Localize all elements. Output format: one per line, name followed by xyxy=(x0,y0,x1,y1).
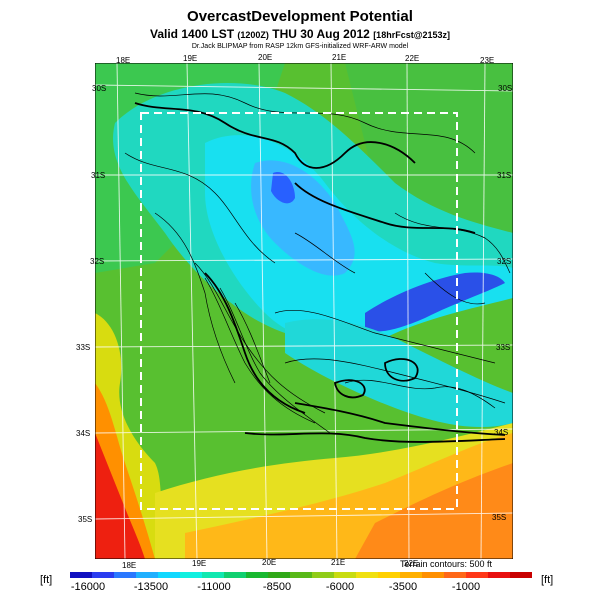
map-title: OvercastDevelopment Potential xyxy=(187,8,413,25)
lon-label-bottom: 22E xyxy=(404,559,419,568)
colorbar-swatch xyxy=(378,572,401,578)
colorbar-tick-label: -11000 xyxy=(197,581,231,593)
utc-time: (1200Z) xyxy=(237,30,269,40)
lon-label-top: 22E xyxy=(405,54,420,63)
lat-label-right: 31S xyxy=(497,171,512,180)
inner-domain-box xyxy=(140,112,458,510)
terrain-contour-note: Terrain contours: 500 ft xyxy=(400,559,493,569)
colorbar-swatch xyxy=(114,572,137,578)
lat-label-left: 31S xyxy=(91,171,106,180)
colorbar-swatch xyxy=(158,572,181,578)
field-blue-spot xyxy=(271,172,295,204)
colorbar-swatch xyxy=(246,572,269,578)
main-terrain-contours xyxy=(134,102,506,443)
lat-label-right: 35S xyxy=(492,513,507,522)
forecast-map xyxy=(95,63,513,559)
lat-label-right: 34S xyxy=(494,428,509,437)
colorbar-swatch xyxy=(224,572,247,578)
lat-label-right: 33S xyxy=(496,343,511,352)
field-blue-band xyxy=(365,272,505,332)
lat-label-right: 32S xyxy=(497,257,512,266)
colorbar-tick-label: -3500 xyxy=(388,581,418,593)
lon-label-top: 19E xyxy=(183,54,198,63)
graticule xyxy=(95,63,513,559)
colorbar-swatch xyxy=(202,572,225,578)
lon-label-top: 21E xyxy=(332,53,347,62)
lat-label-left: 34S xyxy=(76,429,91,438)
colorbar-tick-label: -1000 xyxy=(451,581,481,593)
colorbar-swatch xyxy=(180,572,203,578)
valid-time-line: Valid 1400 LST (1200Z) THU 30 Aug 2012 [… xyxy=(0,27,600,41)
colorbar-swatch xyxy=(334,572,357,578)
lat-label-left: 32S xyxy=(90,257,105,266)
colorbar-swatch xyxy=(488,572,511,578)
colorbar-swatch xyxy=(290,572,313,578)
lon-label-top: 18E xyxy=(116,56,131,65)
forecast-info: [18hrFcst@2153z] xyxy=(373,30,450,40)
lon-label-top: 23E xyxy=(480,56,495,65)
colorbar-unit-right: [ft] xyxy=(541,574,554,586)
valid-time: Valid 1400 LST xyxy=(150,27,235,41)
lat-label-left: 35S xyxy=(78,515,93,524)
lon-label-bottom: 20E xyxy=(262,558,277,567)
colorbar-swatch xyxy=(510,572,532,578)
lon-label-bottom: 21E xyxy=(331,558,346,567)
lat-label-right: 30S xyxy=(498,84,513,93)
colorbar-swatch xyxy=(466,572,489,578)
colorbar-swatch xyxy=(422,572,445,578)
terrain-contours xyxy=(124,92,511,434)
colorbar-unit-left: [ft] xyxy=(40,574,53,586)
field-deep-orange-se xyxy=(355,463,513,559)
colorbar-swatch xyxy=(92,572,115,578)
field-green-east xyxy=(345,63,513,263)
lat-label-left: 30S xyxy=(92,84,107,93)
colorbar-swatch xyxy=(136,572,159,578)
colorbar-swatch xyxy=(70,572,93,578)
valid-date: THU 30 Aug 2012 xyxy=(272,27,370,41)
colorbar-tick-label: -16000 xyxy=(70,581,106,593)
lon-label-bottom: 19E xyxy=(192,559,207,568)
model-credit: Dr.Jack BLIPMAP from RASP 12km GFS-initi… xyxy=(191,43,409,50)
field-red-west xyxy=(95,433,145,559)
colorbar-swatch xyxy=(444,572,467,578)
colorbar-swatch xyxy=(400,572,423,578)
colorbar-tick-label: -6000 xyxy=(325,581,355,593)
colorbar-swatch xyxy=(268,572,291,578)
lon-label-bottom: 18E xyxy=(122,561,137,570)
colorbar-tick-label: -8500 xyxy=(262,581,292,593)
colorbar-swatch xyxy=(312,572,335,578)
colorbar xyxy=(70,572,532,578)
lon-label-top: 20E xyxy=(258,53,273,62)
lat-label-left: 33S xyxy=(76,343,91,352)
colorbar-swatch xyxy=(356,572,379,578)
colorbar-tick-label: -13500 xyxy=(133,581,169,593)
